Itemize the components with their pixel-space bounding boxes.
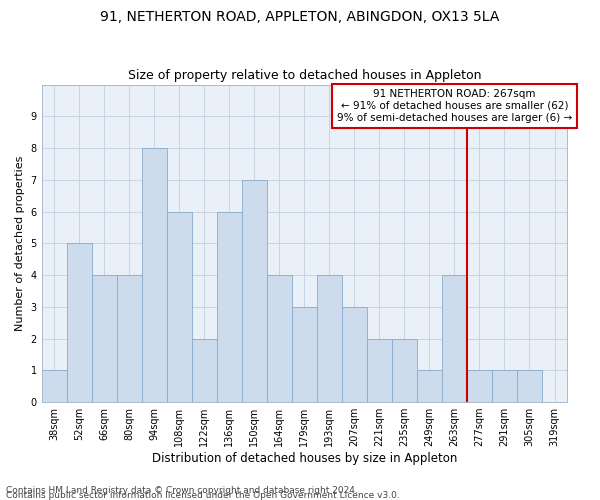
Bar	[41, 370, 67, 402]
Text: 91, NETHERTON ROAD, APPLETON, ABINGDON, OX13 5LA: 91, NETHERTON ROAD, APPLETON, ABINGDON, …	[100, 10, 500, 24]
Bar	[242, 180, 267, 402]
Bar	[192, 338, 217, 402]
Bar	[442, 275, 467, 402]
Bar	[467, 370, 492, 402]
Bar	[317, 275, 342, 402]
Bar	[67, 244, 92, 402]
Bar	[267, 275, 292, 402]
Bar	[292, 307, 317, 402]
Bar	[92, 275, 117, 402]
Title: Size of property relative to detached houses in Appleton: Size of property relative to detached ho…	[128, 69, 481, 82]
Text: 91 NETHERTON ROAD: 267sqm
← 91% of detached houses are smaller (62)
9% of semi-d: 91 NETHERTON ROAD: 267sqm ← 91% of detac…	[337, 90, 572, 122]
Bar	[342, 307, 367, 402]
Bar	[417, 370, 442, 402]
X-axis label: Distribution of detached houses by size in Appleton: Distribution of detached houses by size …	[152, 452, 457, 465]
Bar	[142, 148, 167, 402]
Text: Contains HM Land Registry data © Crown copyright and database right 2024.: Contains HM Land Registry data © Crown c…	[6, 486, 358, 495]
Bar	[492, 370, 517, 402]
Bar	[392, 338, 417, 402]
Bar	[217, 212, 242, 402]
Bar	[367, 338, 392, 402]
Bar	[167, 212, 192, 402]
Text: Contains public sector information licensed under the Open Government Licence v3: Contains public sector information licen…	[6, 491, 400, 500]
Bar	[517, 370, 542, 402]
Y-axis label: Number of detached properties: Number of detached properties	[15, 156, 25, 331]
Bar	[117, 275, 142, 402]
